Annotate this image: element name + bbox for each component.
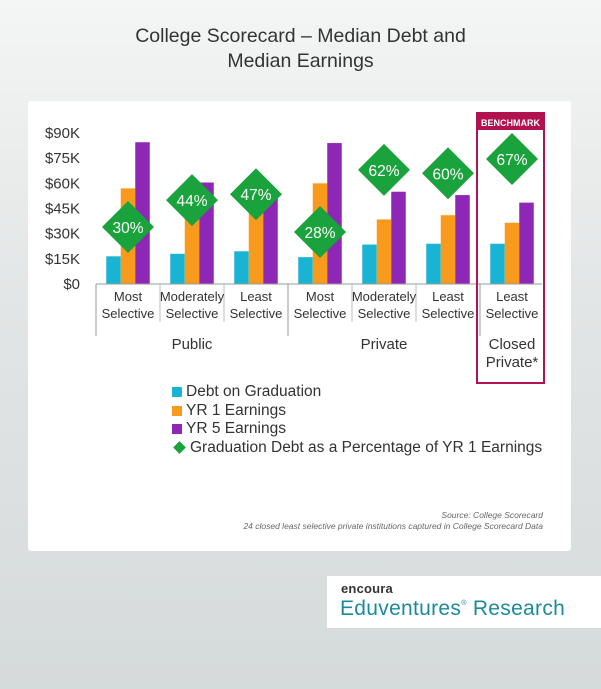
category-label: Selective <box>230 306 283 321</box>
bar-1-7 <box>490 243 505 284</box>
chart-title-line-2: Median Earnings <box>227 50 374 72</box>
category-label: Most <box>114 289 143 304</box>
legend-swatch-yr5 <box>172 424 182 435</box>
category-label: Least <box>432 289 464 304</box>
y-tick-label: $0 <box>63 276 80 293</box>
source-line-1: Source: College Scorecard <box>441 510 543 520</box>
legend-label-debt: Debt on Graduation <box>186 383 322 401</box>
chart-title: College Scorecard – Median Debt and Medi… <box>0 24 601 74</box>
percentage-label: 62% <box>368 163 399 180</box>
percentage-diamond <box>486 133 538 186</box>
brand-research: Research <box>466 597 566 620</box>
legend-item-debt: Debt on Graduation <box>172 383 542 402</box>
bar-2-6 <box>440 215 456 284</box>
percentage-diamond <box>102 200 154 253</box>
bar-2-7 <box>504 222 520 284</box>
percentage-label: 30% <box>112 220 143 237</box>
source-note: Source: College Scorecard 24 closed leas… <box>243 510 543 532</box>
y-tick-label: $45K <box>45 201 80 218</box>
legend-label-yr1: YR 1 Earnings <box>186 401 286 419</box>
category-label: Selective <box>294 306 347 321</box>
bar-chart: $0 $15K $30K $45K $60K $75K $90K Most Selective M… <box>45 112 545 384</box>
bar-1-2 <box>170 253 185 284</box>
category-label: Moderately <box>352 289 417 304</box>
source-line-2: 24 closed least selective private instit… <box>243 521 543 531</box>
bar-1-3 <box>234 251 249 284</box>
percentage-diamond <box>294 205 346 258</box>
chart-title-line-1: College Scorecard – Median Debt and <box>135 25 466 47</box>
legend-item-percentage: Graduation Debt as a Percentage of YR 1 … <box>172 439 542 458</box>
eduventures-research-logo: Eduventures® Research <box>340 597 565 621</box>
percentage-diamond <box>358 143 410 196</box>
chart-card: $0 $15K $30K $45K $60K $75K $90K Most Selective M… <box>28 101 571 551</box>
benchmark-label: BENCHMARK <box>481 118 540 128</box>
category-label: Selective <box>486 306 539 321</box>
percentage-label: 60% <box>432 166 463 183</box>
percentage-diamond <box>230 168 282 221</box>
legend-item-yr1: YR 1 Earnings <box>172 402 542 421</box>
bar-2-5 <box>376 219 392 284</box>
bar-3-1 <box>135 142 150 284</box>
bar-3-5 <box>391 191 406 284</box>
encoura-logo-text: encoura <box>341 581 393 596</box>
category-label: Selective <box>166 306 219 321</box>
y-tick-label: $15K <box>45 251 80 268</box>
legend-label-percentage: Graduation Debt as a Percentage of YR 1 … <box>190 438 543 456</box>
y-tick-label: $60K <box>45 175 80 192</box>
percentage-label: 44% <box>176 193 207 210</box>
percentage-diamond <box>422 147 474 200</box>
category-label: Selective <box>422 306 475 321</box>
bar-3-7 <box>519 202 534 284</box>
category-label: Most <box>306 289 335 304</box>
brand-logo: encoura Eduventures® Research <box>327 576 601 628</box>
category-label: Selective <box>358 306 411 321</box>
category-label: Least <box>496 289 528 304</box>
legend-item-yr5: YR 5 Earnings <box>172 420 542 439</box>
y-tick-label: $75K <box>45 150 80 167</box>
y-tick-label: $90K <box>45 125 80 142</box>
brand-name: Eduventures <box>340 597 462 620</box>
percentage-diamond <box>166 174 218 227</box>
legend-label-yr5: YR 5 Earnings <box>186 420 286 438</box>
group-label: Private <box>361 336 408 353</box>
bar-3-4 <box>327 143 342 284</box>
group-label: Private* <box>486 354 539 371</box>
group-label: Closed <box>489 336 536 353</box>
percentage-label: 67% <box>496 152 527 169</box>
category-label: Least <box>240 289 272 304</box>
bar-1-6 <box>426 243 441 284</box>
bar-1-4 <box>298 257 313 284</box>
legend-swatch-yr1 <box>172 405 182 416</box>
category-label: Selective <box>102 306 155 321</box>
group-label: Public <box>172 336 213 353</box>
percentage-label: 28% <box>304 225 335 242</box>
brand-registered-mark: ® <box>461 600 467 607</box>
bar-3-6 <box>455 195 470 284</box>
bar-1-1 <box>106 256 121 284</box>
bar-3-3 <box>263 196 278 284</box>
bar-1-5 <box>362 244 377 284</box>
bar-2-3 <box>248 208 264 284</box>
bar-2-2 <box>184 208 200 284</box>
legend-swatch-debt <box>172 387 182 398</box>
category-label: Moderately <box>160 289 225 304</box>
y-tick-label: $30K <box>45 226 80 243</box>
legend: Debt on Graduation YR 1 Earnings YR 5 Ea… <box>172 383 542 457</box>
percentage-label: 47% <box>240 187 271 204</box>
diamond-icon <box>173 441 186 455</box>
benchmark-banner <box>477 113 544 130</box>
